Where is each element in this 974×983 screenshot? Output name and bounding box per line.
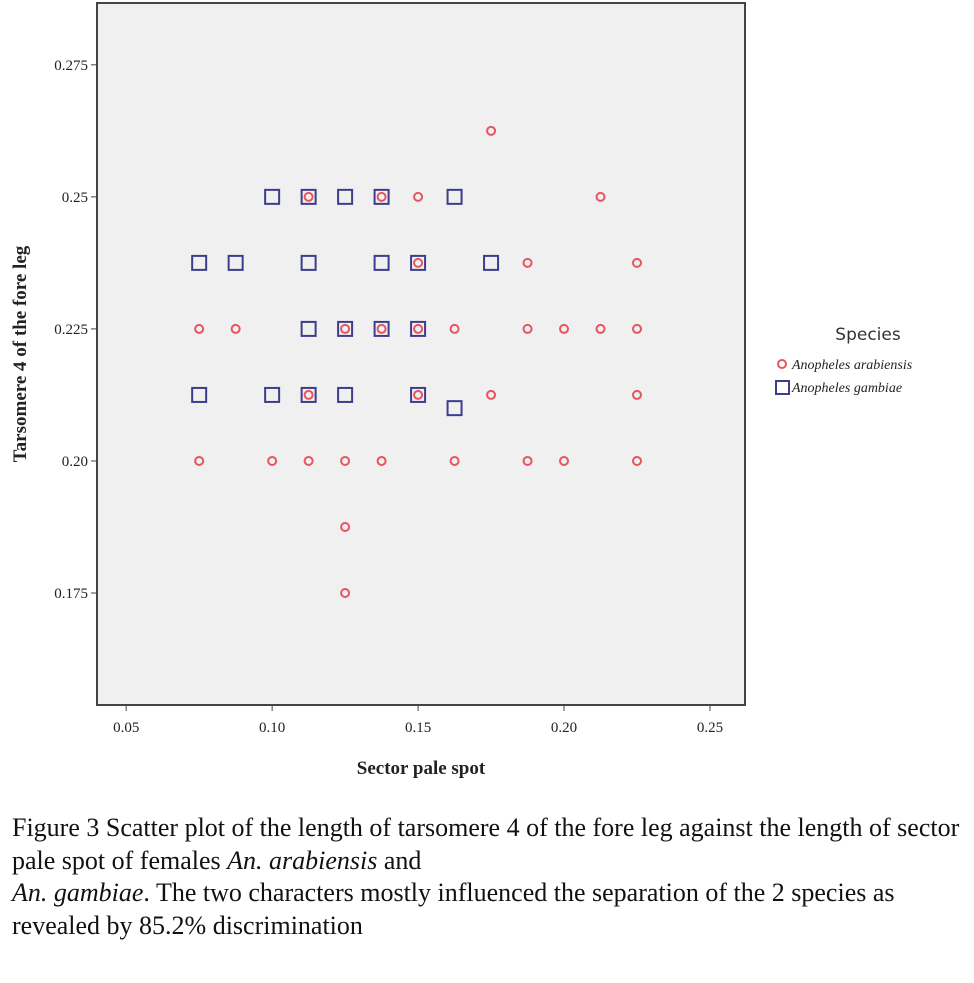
y-tick-label: 0.175 [54,586,88,602]
scatter-chart: 0.05 0.10 0.15 0.20 0.25 0.175 0.20 0.225 0.25 0… [10,2,913,779]
data-point-arabiensis [595,191,606,202]
data-point-arabiensis [340,323,351,334]
data-point-arabiensis [340,588,351,599]
data-point-gambiae [410,254,427,271]
caption-text-3: . The two characters mostly influenced t… [12,878,895,940]
x-tick-label: 0.15 [405,720,431,736]
caption-species-2: An. gambiae [12,878,144,907]
x-tick-label: 0.05 [113,720,139,736]
y-axis-label: Tarsomere 4 of the fore leg [10,245,31,462]
data-point-arabiensis [559,323,570,334]
data-point-arabiensis [632,389,642,400]
data-point-gambiae [227,254,244,271]
data-point-gambiae [264,188,281,205]
y-tick-label: 0.275 [54,58,88,74]
data-point-arabiensis [595,323,606,334]
data-point-gambiae [373,320,390,337]
data-point-gambiae [300,254,317,271]
data-point-gambiae [264,386,281,403]
data-point-arabiensis [340,521,351,532]
data-point-arabiensis [230,323,241,334]
legend-label-gambiae: Anopheles gambiae [791,381,902,396]
y-tick-label: 0.25 [62,190,88,206]
data-point-arabiensis [376,191,387,202]
data-point-arabiensis [413,257,424,268]
data-point-arabiensis [267,455,278,466]
x-tick-label: 0.20 [551,720,577,736]
data-point-gambiae [191,254,208,271]
data-point-arabiensis [522,323,533,334]
caption-text-2: and [377,845,422,875]
data-point-gambiae [337,320,354,337]
y-tick-label: 0.225 [54,322,88,338]
data-point-arabiensis [413,389,424,400]
data-point-arabiensis [486,389,497,400]
data-point-gambiae [373,188,390,205]
data-point-arabiensis [303,389,314,400]
data-point-gambiae [300,386,317,403]
data-point-gambiae [300,188,317,205]
data-point-arabiensis [303,455,314,466]
data-point-arabiensis [340,455,351,466]
data-point-arabiensis [632,323,642,334]
data-point-arabiensis [632,257,642,268]
data-point-gambiae [373,254,390,271]
data-point-gambiae [410,320,427,337]
data-point-gambiae [300,320,317,337]
data-point-arabiensis [559,455,570,466]
legend: Species Anopheles arabiensis Anopheles g… [775,325,913,396]
data-point-gambiae [337,386,354,403]
data-point-gambiae [410,386,427,403]
figure-caption: Figure 3 Scatter plot of the length of t… [12,812,972,942]
data-point-gambiae [483,254,500,271]
x-axis-label: Sector pale spot [357,758,486,779]
x-tick-label: 0.10 [259,720,285,736]
data-point-gambiae [191,386,208,403]
data-point-arabiensis [522,257,533,268]
caption-species-1: An. arabiensis [227,845,378,875]
x-tick-label: 0.25 [697,720,723,736]
data-point-arabiensis [522,455,533,466]
data-point-arabiensis [413,323,424,334]
y-tick-label: 0.20 [62,454,88,470]
data-point-gambiae [446,400,463,417]
data-point-arabiensis [632,455,642,466]
data-point-arabiensis [486,125,497,136]
data-point-arabiensis [449,455,460,466]
legend-title: Species [835,325,901,345]
caption-text-1: Figure 3 Scatter plot of the length of t… [12,813,960,875]
data-point-arabiensis [376,323,387,334]
data-point-arabiensis [194,455,205,466]
data-point-arabiensis [376,455,387,466]
data-point-gambiae [337,188,354,205]
data-point-arabiensis [413,191,424,202]
legend-marker-arabiensis [777,359,787,369]
data-point-arabiensis [449,323,460,334]
legend-marker-gambiae [775,380,790,395]
data-point-arabiensis [303,191,314,202]
plot-area [96,2,746,706]
data-point-gambiae [446,188,463,205]
legend-label-arabiensis: Anopheles arabiensis [791,358,913,373]
data-point-arabiensis [194,323,205,334]
